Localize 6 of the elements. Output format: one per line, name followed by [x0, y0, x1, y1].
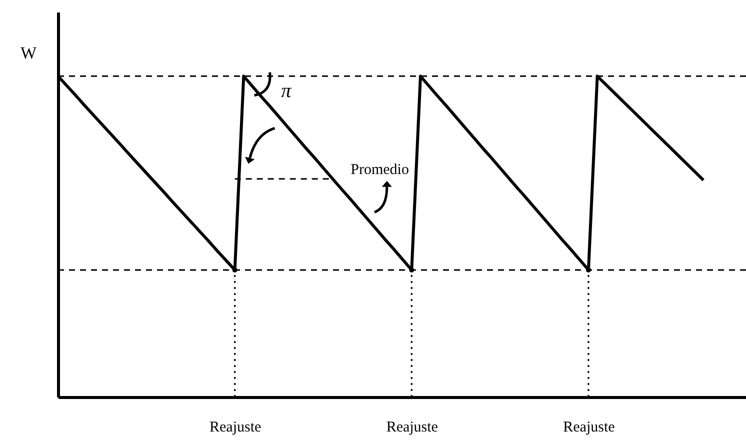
y-axis-title: W: [20, 44, 38, 62]
annotation: π: [281, 80, 292, 102]
annotation: Promedio: [350, 162, 409, 178]
x-tick-label: Reajuste: [209, 420, 262, 436]
x-tick-label: Reajuste: [563, 420, 616, 436]
x-tick-label: Reajuste: [386, 420, 438, 436]
